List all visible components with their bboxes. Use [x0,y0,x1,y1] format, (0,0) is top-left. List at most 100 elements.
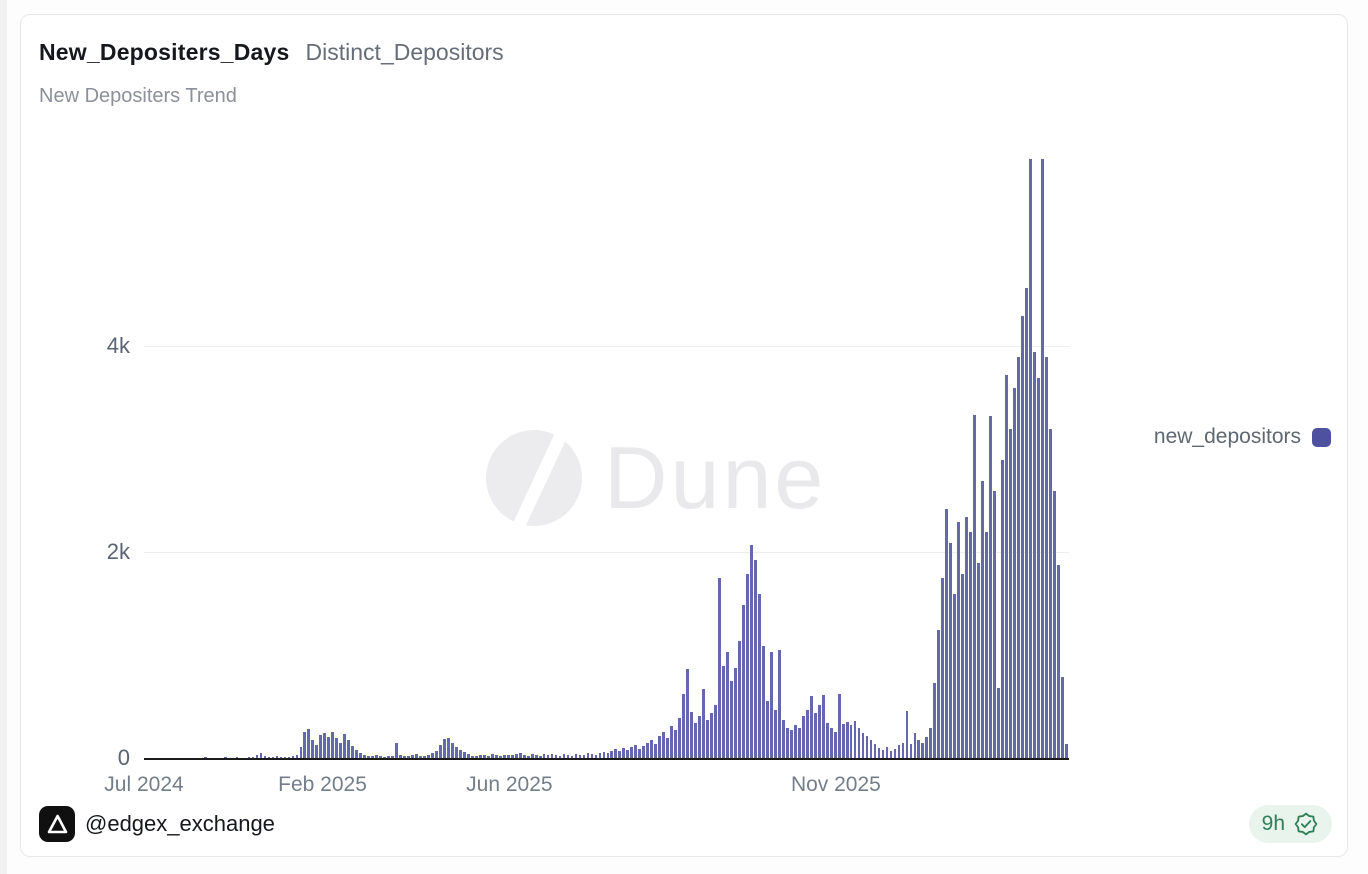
plot-area[interactable]: 0 2k 4k Jul 2024 Feb 2025 Jun 2025 Nov 2025 [104,131,1069,796]
bar [419,755,422,759]
bar [817,705,821,759]
bar [638,748,642,759]
bar [829,728,833,759]
bar [769,651,773,759]
bar [403,755,406,759]
freshness-badge[interactable]: 9h [1248,805,1332,843]
bar [1033,352,1036,759]
bar [965,516,969,759]
bar [1049,429,1052,759]
bar [275,756,279,759]
bar [650,740,654,759]
bar [666,738,670,759]
bar [339,742,343,759]
bar [367,755,371,759]
bar [905,710,909,759]
bar [742,604,745,759]
bar [391,756,394,759]
bar [1021,316,1024,759]
bar [562,754,566,759]
x-axis-tick-label: Feb 2025 [278,773,367,796]
bar [813,712,817,759]
legend-label: new_depositors [1153,425,1301,448]
bar [363,754,367,759]
bar [502,754,506,759]
bar [1041,158,1044,759]
bar [781,719,785,759]
bar [917,740,921,759]
bar [538,755,542,759]
bar [447,737,450,759]
tab-new-depositers-days[interactable]: New_Depositers_Days [39,39,290,65]
bar [522,754,526,759]
chart-card: New_Depositers_Days Distinct_Depositors … [20,14,1348,857]
bar [773,709,777,759]
bar [407,756,410,759]
bar [837,694,841,759]
bar [670,726,674,759]
bar [1057,565,1060,759]
bar [973,414,977,759]
bar [542,754,546,759]
bar [929,728,933,759]
bar [722,666,725,759]
bar [530,754,534,759]
tab-distinct-depositors[interactable]: Distinct_Depositors [305,39,504,65]
bar [614,749,618,759]
bar [1037,377,1040,759]
bar [626,749,630,759]
bar [809,696,813,759]
bar [478,754,482,759]
author-handle-link[interactable]: @edgex_exchange [85,811,275,836]
bar [694,722,697,759]
bar [710,712,713,759]
gridline-4k [144,346,1069,347]
bar [989,416,993,759]
bar [961,573,965,759]
bar [981,480,985,759]
bar [435,750,438,759]
bar [578,754,582,759]
bar [1005,374,1008,759]
bar [750,544,753,759]
bar [734,668,737,759]
bar [825,722,829,759]
x-axis-tick-label: Nov 2025 [790,773,881,796]
bar [646,742,650,759]
bar [762,645,765,759]
bar [642,745,646,759]
bar [789,730,793,759]
bar [969,532,973,759]
bar [941,577,945,759]
bar [494,755,498,759]
bar [395,742,398,759]
bar [550,753,554,759]
bar [594,754,598,759]
bar [546,755,550,759]
bar [873,743,877,759]
bar [427,754,430,759]
bar [1025,288,1028,759]
bar [411,755,414,759]
legend-item-new-depositors[interactable]: new_depositors [1154,425,1331,449]
bar [331,732,335,759]
bar [470,755,474,759]
bar [877,747,881,759]
bar [746,573,749,759]
edgex-logo-icon [39,806,75,842]
bar [610,750,614,759]
bar [590,754,594,759]
bar [686,669,690,759]
bar [921,742,925,759]
bar [933,682,937,759]
bar [247,756,251,759]
bar [474,756,478,759]
bar [526,755,530,759]
bar [598,752,602,759]
bar [319,735,323,759]
bar [1045,357,1048,759]
bar [554,755,558,759]
bar [375,755,379,759]
bar [618,751,622,759]
bar [945,508,949,759]
